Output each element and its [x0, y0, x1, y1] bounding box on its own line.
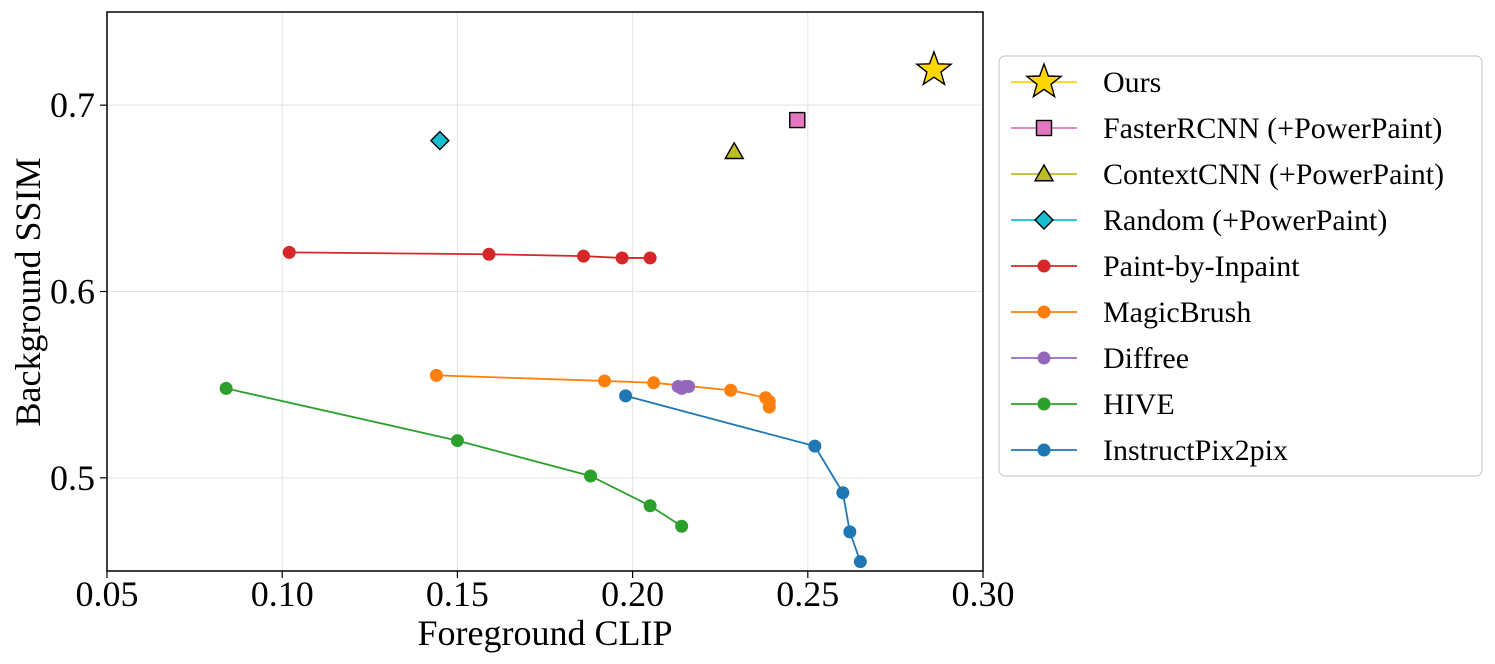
- data-point-magicbrush: [724, 383, 738, 397]
- x-tick-label: 0.25: [776, 574, 839, 614]
- data-point-instructpix2pix: [808, 439, 822, 453]
- series-fasterrcnn-powerpaint: [789, 111, 806, 129]
- legend-entry-ours: Ours: [1011, 61, 1161, 99]
- legend: Ours FasterRCNN (+PowerPaint) ContextCNN (…: [998, 55, 1483, 477]
- x-tick-label: 0.10: [251, 574, 314, 614]
- data-point-ours: [914, 49, 954, 86]
- y-tick-label: 0.5: [50, 458, 95, 498]
- data-point-instructpix2pix: [853, 555, 867, 569]
- legend-label-ours: Ours: [1103, 66, 1161, 99]
- y-tick-label: 0.7: [50, 85, 95, 125]
- series-magicbrush: [429, 368, 776, 414]
- legend-entry-paint-by-inpaint: Paint-by-Inpaint: [1011, 250, 1300, 283]
- x-axis-title: Foreground CLIP: [418, 613, 673, 653]
- legend-marker-hive: [1037, 397, 1051, 411]
- legend-entry-instructpix2pix: InstructPix2pix: [1011, 434, 1288, 467]
- data-point-hive: [675, 519, 689, 533]
- data-point-hive: [643, 499, 657, 513]
- legend-label-diffree: Diffree: [1103, 342, 1189, 375]
- x-tick-label: 0.05: [76, 574, 139, 614]
- y-tick-label: 0.6: [50, 272, 95, 312]
- legend-entry-magicbrush: MagicBrush: [1011, 296, 1251, 329]
- legend-label-fasterrcnn-powerpaint: FasterRCNN (+PowerPaint): [1103, 112, 1442, 145]
- legend-marker-magicbrush: [1037, 305, 1051, 319]
- legend-label-paint-by-inpaint: Paint-by-Inpaint: [1103, 250, 1300, 283]
- legend-label-random-powerpaint: Random (+PowerPaint): [1103, 204, 1387, 237]
- data-point-hive: [450, 434, 464, 448]
- data-point-paint-by-inpaint: [577, 249, 591, 263]
- data-point-hive: [584, 469, 598, 483]
- data-point-paint-by-inpaint: [615, 251, 629, 265]
- legend-marker-paint-by-inpaint: [1037, 259, 1051, 273]
- data-point-fasterrcnn-powerpaint: [789, 111, 806, 129]
- series-line-paint-by-inpaint: [289, 251, 651, 259]
- data-point-instructpix2pix: [619, 389, 633, 403]
- legend-entry-contextcnn-powerpaint: ContextCNN (+PowerPaint): [1011, 158, 1444, 191]
- series-hive: [219, 381, 689, 533]
- legend-label-hive: HIVE: [1103, 388, 1175, 421]
- series-ours: [914, 49, 954, 86]
- legend-entry-hive: HIVE: [1011, 388, 1175, 421]
- x-tick-label: 0.15: [426, 574, 489, 614]
- series-instructpix2pix: [619, 389, 867, 569]
- legend-label-instructpix2pix: InstructPix2pix: [1103, 434, 1288, 467]
- series-line-hive: [225, 387, 683, 528]
- legend-frame: [998, 55, 1483, 477]
- legend-entry-random-powerpaint: Random (+PowerPaint): [1011, 204, 1387, 237]
- data-point-paint-by-inpaint: [482, 247, 496, 261]
- x-tick-label: 0.30: [952, 574, 1015, 614]
- series-random-powerpaint: [429, 130, 450, 151]
- x-tick-label: 0.20: [601, 574, 664, 614]
- data-point-diffree: [682, 380, 696, 394]
- data-point-magicbrush: [598, 374, 612, 388]
- legend-marker-contextcnn-powerpaint: [1033, 163, 1055, 182]
- data-point-random-powerpaint: [429, 130, 450, 151]
- data-point-instructpix2pix: [843, 525, 857, 539]
- data-point-paint-by-inpaint: [282, 245, 296, 259]
- axis-ticks: 0.05 0.10 0.15 0.20 0.25 0.30 0.5 0.6 0.7: [50, 85, 1015, 614]
- legend-marker-instructpix2pix: [1037, 443, 1051, 457]
- data-point-contextcnn-powerpaint: [724, 141, 745, 160]
- data-point-magicbrush: [762, 400, 776, 414]
- legend-marker-random-powerpaint: [1034, 210, 1054, 230]
- series-line-instructpix2pix: [625, 394, 862, 562]
- legend-entry-fasterrcnn-powerpaint: FasterRCNN (+PowerPaint): [1011, 112, 1442, 145]
- legend-entry-diffree: Diffree: [1011, 342, 1189, 375]
- series-diffree: [671, 380, 696, 395]
- grid: [106, 12, 984, 571]
- legend-label-magicbrush: MagicBrush: [1103, 296, 1251, 329]
- data-point-paint-by-inpaint: [643, 251, 657, 265]
- plot-series: [219, 49, 954, 569]
- legend-marker-fasterrcnn-powerpaint: [1035, 119, 1053, 137]
- series-contextcnn-powerpaint: [724, 141, 745, 160]
- series-paint-by-inpaint: [282, 245, 657, 265]
- legend-marker-diffree: [1037, 351, 1051, 365]
- y-axis-title: Background SSIM: [8, 158, 48, 427]
- data-point-hive: [219, 381, 233, 395]
- data-point-instructpix2pix: [836, 486, 850, 500]
- data-point-magicbrush: [429, 368, 443, 382]
- legend-marker-ours: [1024, 61, 1064, 99]
- legend-label-contextcnn-powerpaint: ContextCNN (+PowerPaint): [1103, 158, 1444, 191]
- data-point-magicbrush: [647, 376, 661, 390]
